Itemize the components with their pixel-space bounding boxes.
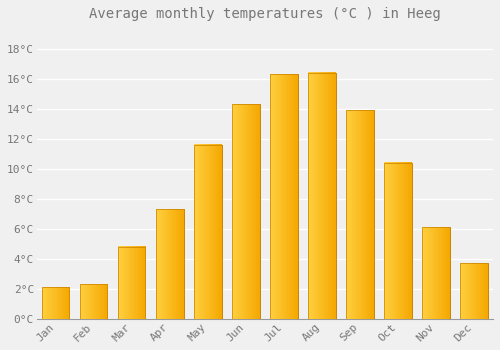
Bar [156,209,184,319]
Bar [42,287,70,319]
Bar [346,110,374,319]
Bar [270,74,297,319]
Bar [232,104,260,319]
Bar [308,73,336,319]
Bar [80,284,108,319]
Bar [194,145,222,319]
Bar [80,284,108,319]
Bar [308,73,336,319]
Bar [384,163,411,319]
Bar [118,247,146,319]
Bar [118,247,146,319]
Bar [346,110,374,319]
Bar [270,74,297,319]
Bar [422,228,450,319]
Bar [232,104,260,319]
Bar [460,263,487,319]
Bar [42,287,70,319]
Bar [194,145,222,319]
Bar [422,228,450,319]
Bar [384,163,411,319]
Bar [460,263,487,319]
Title: Average monthly temperatures (°C ) in Heeg: Average monthly temperatures (°C ) in He… [89,7,441,21]
Bar [156,209,184,319]
